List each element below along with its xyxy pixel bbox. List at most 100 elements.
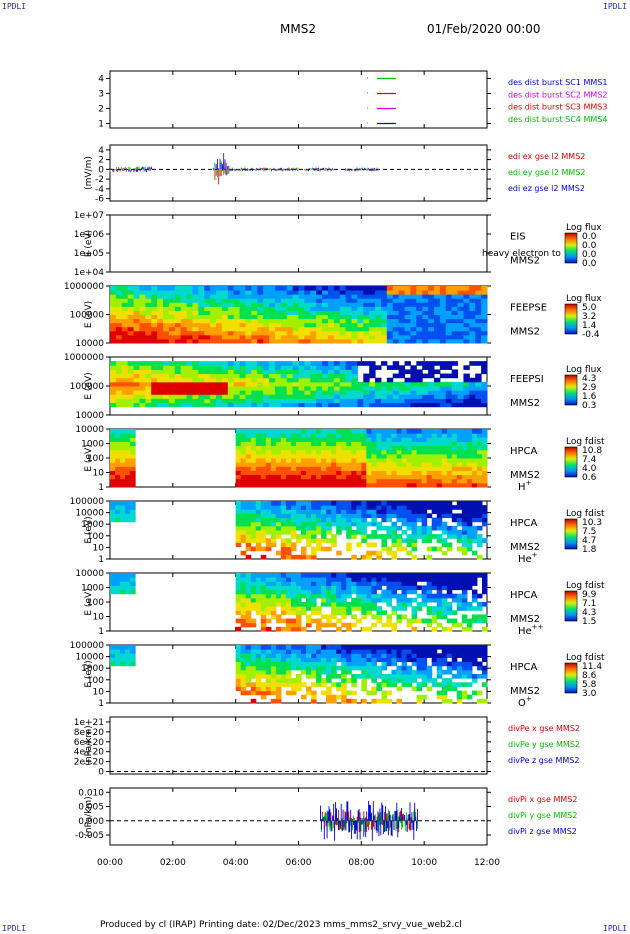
heatmap-cell bbox=[326, 622, 332, 628]
species-label-hpca_he: He+ bbox=[518, 551, 538, 565]
heatmap-cell bbox=[210, 369, 217, 375]
heatmap-cell bbox=[376, 534, 382, 539]
heatmap-cell bbox=[346, 589, 352, 595]
heatmap-cell bbox=[251, 334, 258, 340]
heatmap-cell bbox=[456, 593, 463, 599]
heatmap-cell bbox=[481, 649, 488, 654]
heatmap-cell bbox=[441, 585, 448, 591]
heatmap-cell bbox=[376, 462, 382, 467]
heatmap-cell bbox=[239, 377, 246, 383]
heatmap-cell bbox=[304, 286, 311, 291]
heatmap-cell bbox=[245, 298, 252, 303]
heatmap-cell bbox=[263, 373, 270, 379]
heatmap-cell bbox=[269, 381, 276, 387]
heatmap-cell bbox=[163, 326, 170, 332]
heatmap-cell bbox=[198, 294, 205, 299]
heatmap-cell bbox=[446, 501, 453, 506]
heatmap-cell bbox=[125, 581, 131, 586]
heatmap-cell bbox=[421, 678, 428, 683]
heatmap-cell bbox=[233, 373, 241, 379]
heatmap-cell bbox=[481, 433, 488, 438]
heatmap-cell bbox=[274, 314, 282, 320]
heatmap-cell bbox=[316, 365, 323, 370]
heatmap-cell bbox=[446, 665, 453, 671]
heatmap-cell bbox=[421, 674, 428, 679]
heatmap-cell bbox=[130, 458, 136, 463]
heatmap-cell bbox=[401, 577, 408, 582]
heatmap-cell bbox=[416, 402, 423, 408]
heatmap-cell bbox=[326, 602, 332, 607]
heatmap-cell bbox=[436, 597, 443, 603]
heatmap-cell bbox=[346, 525, 352, 531]
heatmap-cell bbox=[331, 478, 337, 484]
heatmap-cell bbox=[366, 577, 372, 582]
heatmap-cell bbox=[392, 294, 400, 299]
heatmap-cell bbox=[380, 338, 388, 344]
heatmap-cell bbox=[151, 306, 158, 311]
heatmap-cell bbox=[346, 581, 352, 586]
heatmap-cell bbox=[163, 334, 170, 340]
heatmap-cell bbox=[406, 550, 413, 556]
heatmap-cell bbox=[416, 501, 423, 506]
heatmap-cell bbox=[351, 589, 357, 595]
heatmap-cell bbox=[240, 610, 247, 615]
heatmap-cell bbox=[466, 626, 473, 632]
heatmap-cell bbox=[431, 657, 438, 663]
heatmap-cell bbox=[366, 606, 372, 611]
heatmap-cell bbox=[174, 306, 182, 311]
heatmap-cell bbox=[333, 402, 341, 408]
heatmap-cell bbox=[127, 298, 135, 303]
heatmap-cell bbox=[369, 310, 376, 315]
heatmap-cell bbox=[380, 326, 388, 332]
heatmap-cell bbox=[404, 302, 411, 307]
heatmap-cell bbox=[235, 661, 242, 667]
heatmap-cell bbox=[321, 645, 327, 650]
heatmap-cell bbox=[422, 330, 429, 336]
heatmap-cell bbox=[445, 298, 453, 303]
heatmap-cell bbox=[431, 433, 438, 438]
heatmap-cell bbox=[366, 429, 372, 434]
heatmap-cell bbox=[345, 298, 353, 303]
heatmap-cell bbox=[251, 365, 258, 370]
heatmap-cell bbox=[240, 509, 247, 514]
colorbar-tick-label-eis: 0.0 bbox=[582, 241, 597, 251]
heatmap-cell bbox=[376, 458, 382, 463]
heatmap-cell bbox=[186, 334, 193, 340]
heatmap-cell bbox=[361, 698, 367, 704]
heatmap-cell bbox=[371, 622, 377, 628]
heatmap-cell bbox=[298, 314, 305, 320]
heatmap-cell bbox=[245, 306, 252, 311]
heatmap-cell bbox=[292, 298, 299, 303]
heatmap-cell bbox=[421, 437, 428, 442]
heatmap-cell bbox=[356, 530, 362, 535]
heatmap-cell bbox=[386, 682, 392, 687]
heatmap-cell bbox=[345, 398, 353, 404]
heatmap-cell bbox=[275, 589, 282, 595]
heatmap-cell bbox=[316, 505, 322, 510]
heatmap-cell bbox=[250, 482, 257, 488]
heatmap-cell bbox=[227, 314, 235, 320]
heatmap-cell bbox=[376, 698, 382, 704]
heatmap-cell bbox=[331, 534, 337, 539]
heatmap-cell bbox=[125, 585, 131, 591]
heatmap-cell bbox=[463, 390, 470, 395]
heatmap-cell bbox=[433, 402, 441, 408]
heatmap-cell bbox=[275, 626, 282, 632]
heatmap-cell bbox=[431, 517, 438, 523]
heatmap-cell bbox=[274, 386, 282, 391]
heatmap-cell bbox=[157, 369, 164, 375]
heatmap-cell bbox=[463, 290, 470, 295]
heatmap-cell bbox=[110, 453, 116, 459]
heatmap-cell bbox=[366, 674, 372, 679]
heatmap-cell bbox=[311, 554, 317, 560]
heatmap-cell bbox=[361, 482, 367, 488]
heatmap-cell bbox=[326, 678, 332, 683]
heatmap-cell bbox=[481, 290, 488, 295]
heatmap-cell bbox=[270, 429, 277, 434]
heatmap-cell bbox=[457, 338, 464, 344]
heatmap-cell bbox=[381, 538, 387, 543]
heatmap-cell bbox=[336, 482, 342, 488]
corner-tag-top-right: IPDLI bbox=[603, 2, 628, 11]
heatmap-cell bbox=[411, 669, 418, 675]
heatmap-cell bbox=[235, 466, 242, 471]
